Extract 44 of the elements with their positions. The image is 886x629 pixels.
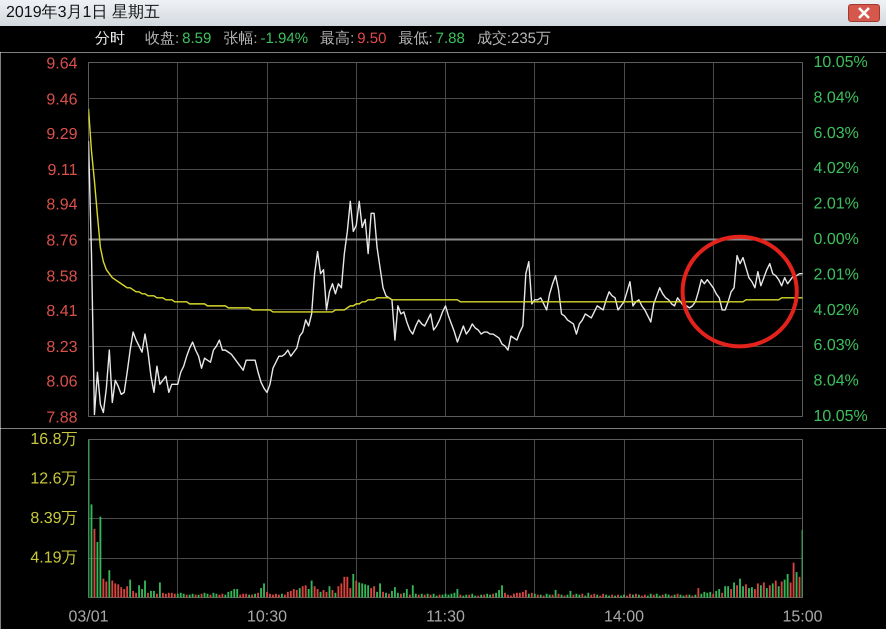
y-tick-label: 8.58 xyxy=(46,268,78,286)
y-tick-label: 8.06 xyxy=(46,373,78,390)
x-tick-label: 10:30 xyxy=(246,608,288,626)
y2-tick-label: 8.04% xyxy=(814,89,859,106)
line-series xyxy=(88,140,802,416)
text: 收盘: xyxy=(145,29,180,50)
y-tick-label: 8.94 xyxy=(46,196,78,214)
y2-tick-label: 2.01% xyxy=(814,196,859,213)
y-tick-label: 9.64 xyxy=(46,56,78,72)
y-tick-label: 8.23 xyxy=(46,339,78,356)
text: 最高: xyxy=(320,29,354,50)
y-tick-label: 9.11 xyxy=(48,162,78,180)
text: 张幅: xyxy=(223,29,258,50)
x-tick-label: 11:30 xyxy=(426,608,466,626)
text: 成交:235万 xyxy=(476,29,552,50)
text: 分时 xyxy=(95,29,125,50)
text: 9.50 xyxy=(357,29,386,50)
x-tick-label: 03/01 xyxy=(68,608,109,626)
y2-tick-label: 4.02% xyxy=(814,160,859,178)
y2-tick-label: 6.03% xyxy=(814,124,859,142)
y2-tick-label: 10.05% xyxy=(814,408,868,425)
y-tick-label: 4.19万 xyxy=(30,550,78,567)
y2-tick-label: 8.04% xyxy=(814,372,859,390)
y2-tick-label: 6.03% xyxy=(814,337,859,354)
y-tick-label: 9.29 xyxy=(46,126,78,143)
text: 8.59 xyxy=(182,29,212,50)
text: 最低: xyxy=(398,29,433,50)
y2-tick-label: 2.01% xyxy=(814,266,859,284)
y-tick-label: 7.88 xyxy=(46,410,78,426)
line-series xyxy=(88,108,802,313)
text: -1.94% xyxy=(260,29,308,50)
y-tick-label: 8.41 xyxy=(46,302,78,320)
x-tick-label: 15:00 xyxy=(782,608,823,626)
y-tick-label: 8.39万 xyxy=(30,510,78,528)
text: 7.88 xyxy=(436,29,465,50)
y-tick-label: 16.8万 xyxy=(30,431,78,448)
x-tick-label: 14:00 xyxy=(604,608,644,626)
chart-title: 2019年3月1日 星期五 xyxy=(6,2,160,23)
y2-tick-label: 0.00% xyxy=(814,231,859,248)
y2-tick-label: 4.02% xyxy=(814,302,859,319)
y-tick-label: 8.76 xyxy=(46,232,78,250)
y-tick-label: 9.46 xyxy=(46,92,78,109)
y2-tick-label: 10.05% xyxy=(814,54,868,71)
y-tick-label: 12.6万 xyxy=(30,470,78,488)
